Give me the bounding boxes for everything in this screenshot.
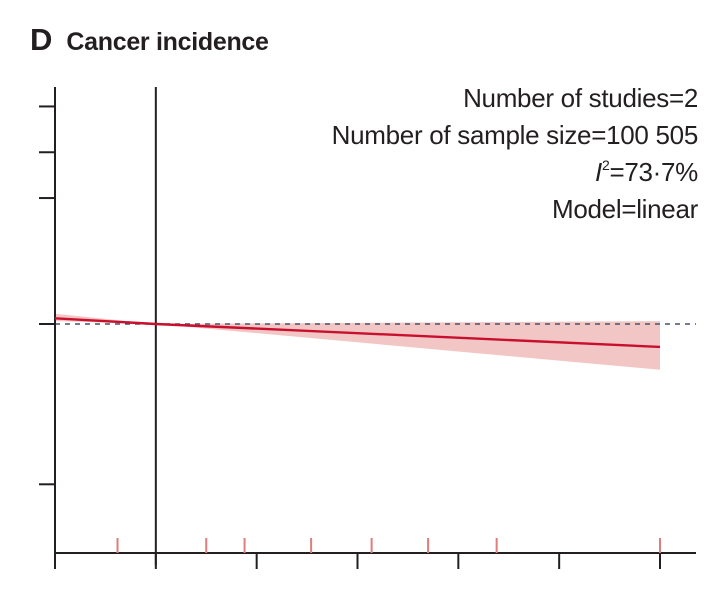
series-line xyxy=(54,317,661,349)
heterogeneity-text: I2=73·7% xyxy=(332,154,698,191)
panel-letter: D xyxy=(30,22,53,57)
stats-annotation: Number of studies=2 Number of sample siz… xyxy=(331,80,699,228)
axes-layer xyxy=(39,87,696,569)
i2-superscript: 2 xyxy=(601,157,610,173)
series-line-layer xyxy=(54,317,661,349)
chart-title: Cancer incidence xyxy=(66,28,269,56)
i2-value: =73·7% xyxy=(609,157,698,187)
panel-heading: D Cancer incidence xyxy=(30,22,269,62)
studies-count-text: Number of studies=2 xyxy=(463,83,698,113)
model-text: Model=linear xyxy=(552,194,698,224)
i2-symbol: I xyxy=(595,157,602,187)
confidence-band-layer xyxy=(55,313,660,370)
confidence-band xyxy=(55,313,660,370)
rug-marks-layer xyxy=(116,538,661,553)
sample-size-text: Number of sample size=100 505 xyxy=(331,120,699,150)
